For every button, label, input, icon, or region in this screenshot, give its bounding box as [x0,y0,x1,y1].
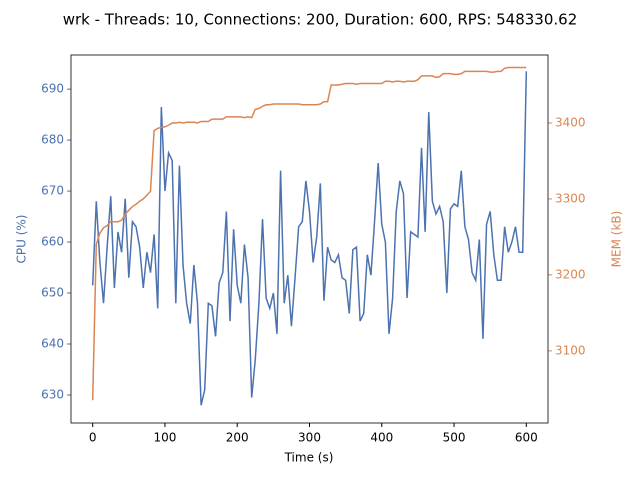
y-tick-label: 630 [41,387,64,401]
y-tick-label: 680 [41,133,64,147]
y2-axis-label: MEM (kB) [610,211,624,268]
y2-tick-label: 3200 [555,267,586,281]
x-axis-label: Time (s) [284,451,334,465]
x-tick-label: 600 [515,431,538,445]
y2-tick-label: 3400 [555,115,586,129]
chart-title: wrk - Threads: 10, Connections: 200, Dur… [63,11,578,29]
x-tick-label: 400 [370,431,393,445]
y-tick-label: 650 [41,286,64,300]
x-tick-label: 500 [443,431,466,445]
x-tick-label: 300 [298,431,321,445]
x-tick-label: 100 [154,431,177,445]
data-line [91,71,528,406]
x-tick-label: 0 [89,431,97,445]
x-tick-label: 200 [226,431,249,445]
y-tick-label: 660 [41,235,64,249]
y-tick-label: 640 [41,336,64,350]
data-line [91,66,527,401]
y-tick-label: 670 [41,184,64,198]
y-tick-label: 690 [41,82,64,96]
y2-tick-label: 3300 [555,191,586,205]
y2-tick-label: 3100 [555,343,586,357]
plot-frame [70,54,549,424]
y-axis-label: CPU (%) [15,215,29,264]
